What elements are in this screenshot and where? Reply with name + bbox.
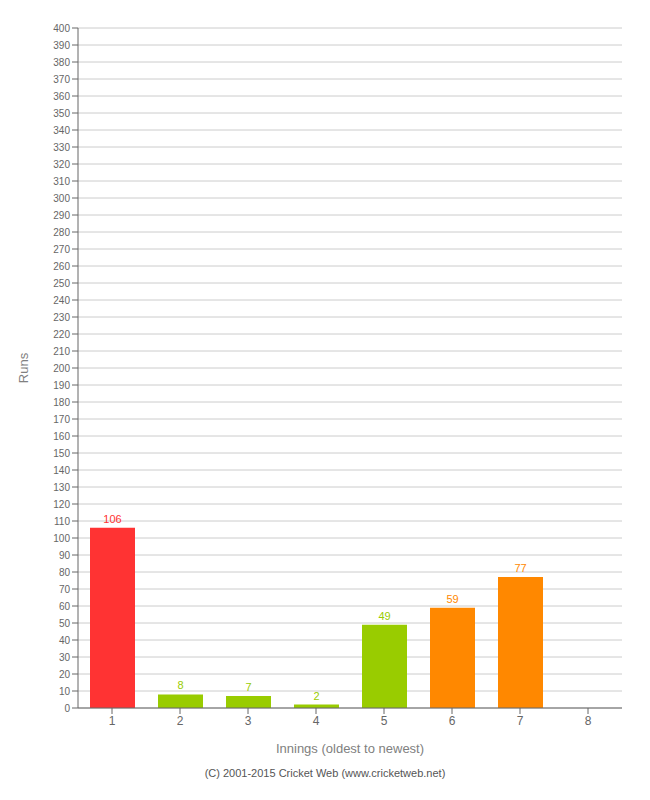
svg-text:290: 290	[53, 210, 70, 221]
svg-text:49: 49	[378, 610, 390, 622]
svg-text:50: 50	[59, 618, 71, 629]
svg-text:6: 6	[449, 714, 456, 728]
svg-text:360: 360	[53, 91, 70, 102]
svg-text:120: 120	[53, 499, 70, 510]
svg-text:8: 8	[177, 679, 183, 691]
svg-text:370: 370	[53, 74, 70, 85]
svg-text:4: 4	[313, 714, 320, 728]
svg-text:3: 3	[245, 714, 252, 728]
svg-text:8: 8	[585, 714, 592, 728]
svg-text:220: 220	[53, 329, 70, 340]
svg-text:7: 7	[245, 681, 251, 693]
svg-text:170: 170	[53, 414, 70, 425]
svg-text:340: 340	[53, 125, 70, 136]
svg-text:160: 160	[53, 431, 70, 442]
svg-text:200: 200	[53, 363, 70, 374]
svg-text:0: 0	[64, 703, 70, 714]
svg-text:110: 110	[54, 516, 70, 527]
svg-text:59: 59	[446, 593, 458, 605]
svg-text:180: 180	[53, 397, 70, 408]
svg-text:280: 280	[53, 227, 70, 238]
svg-text:30: 30	[59, 652, 71, 663]
svg-text:210: 210	[53, 346, 70, 357]
svg-text:380: 380	[53, 57, 70, 68]
svg-text:20: 20	[59, 669, 71, 680]
svg-text:130: 130	[53, 482, 70, 493]
html-text:(C) 2001-2015 Cricket Web (www: (C) 2001-2015 Cricket Web (www.cricketwe…	[204, 767, 446, 779]
svg-text:240: 240	[53, 295, 70, 306]
svg-text:1: 1	[109, 714, 116, 728]
svg-text:100: 100	[53, 533, 70, 544]
svg-text:230: 230	[53, 312, 70, 323]
svg-text:320: 320	[53, 159, 70, 170]
svg-text:260: 260	[53, 261, 70, 272]
svg-text:400: 400	[53, 23, 70, 34]
svg-text:80: 80	[59, 567, 71, 578]
svg-text:310: 310	[53, 176, 70, 187]
svg-text:330: 330	[53, 142, 70, 153]
svg-text:7: 7	[517, 714, 524, 728]
svg-text:106: 106	[103, 513, 121, 525]
svg-text:150: 150	[53, 448, 70, 459]
svg-text:2: 2	[313, 690, 319, 702]
svg-text:270: 270	[53, 244, 70, 255]
svg-text:190: 190	[53, 380, 70, 391]
svg-text:300: 300	[53, 193, 70, 204]
svg-text:70: 70	[59, 584, 71, 595]
svg-text:10: 10	[59, 686, 71, 697]
svg-text:140: 140	[53, 465, 70, 476]
svg-text:Innings (oldest to newest): Innings (oldest to newest)	[276, 741, 424, 756]
svg-text:250: 250	[53, 278, 70, 289]
svg-text:2: 2	[177, 714, 184, 728]
svg-text:90: 90	[59, 550, 71, 561]
svg-text:Runs: Runs	[16, 352, 31, 383]
svg-text:390: 390	[53, 40, 70, 51]
svg-text:60: 60	[59, 601, 71, 612]
svg-text:350: 350	[53, 108, 70, 119]
svg-text:40: 40	[59, 635, 71, 646]
svg-text:77: 77	[514, 562, 526, 574]
svg-text:5: 5	[381, 714, 388, 728]
